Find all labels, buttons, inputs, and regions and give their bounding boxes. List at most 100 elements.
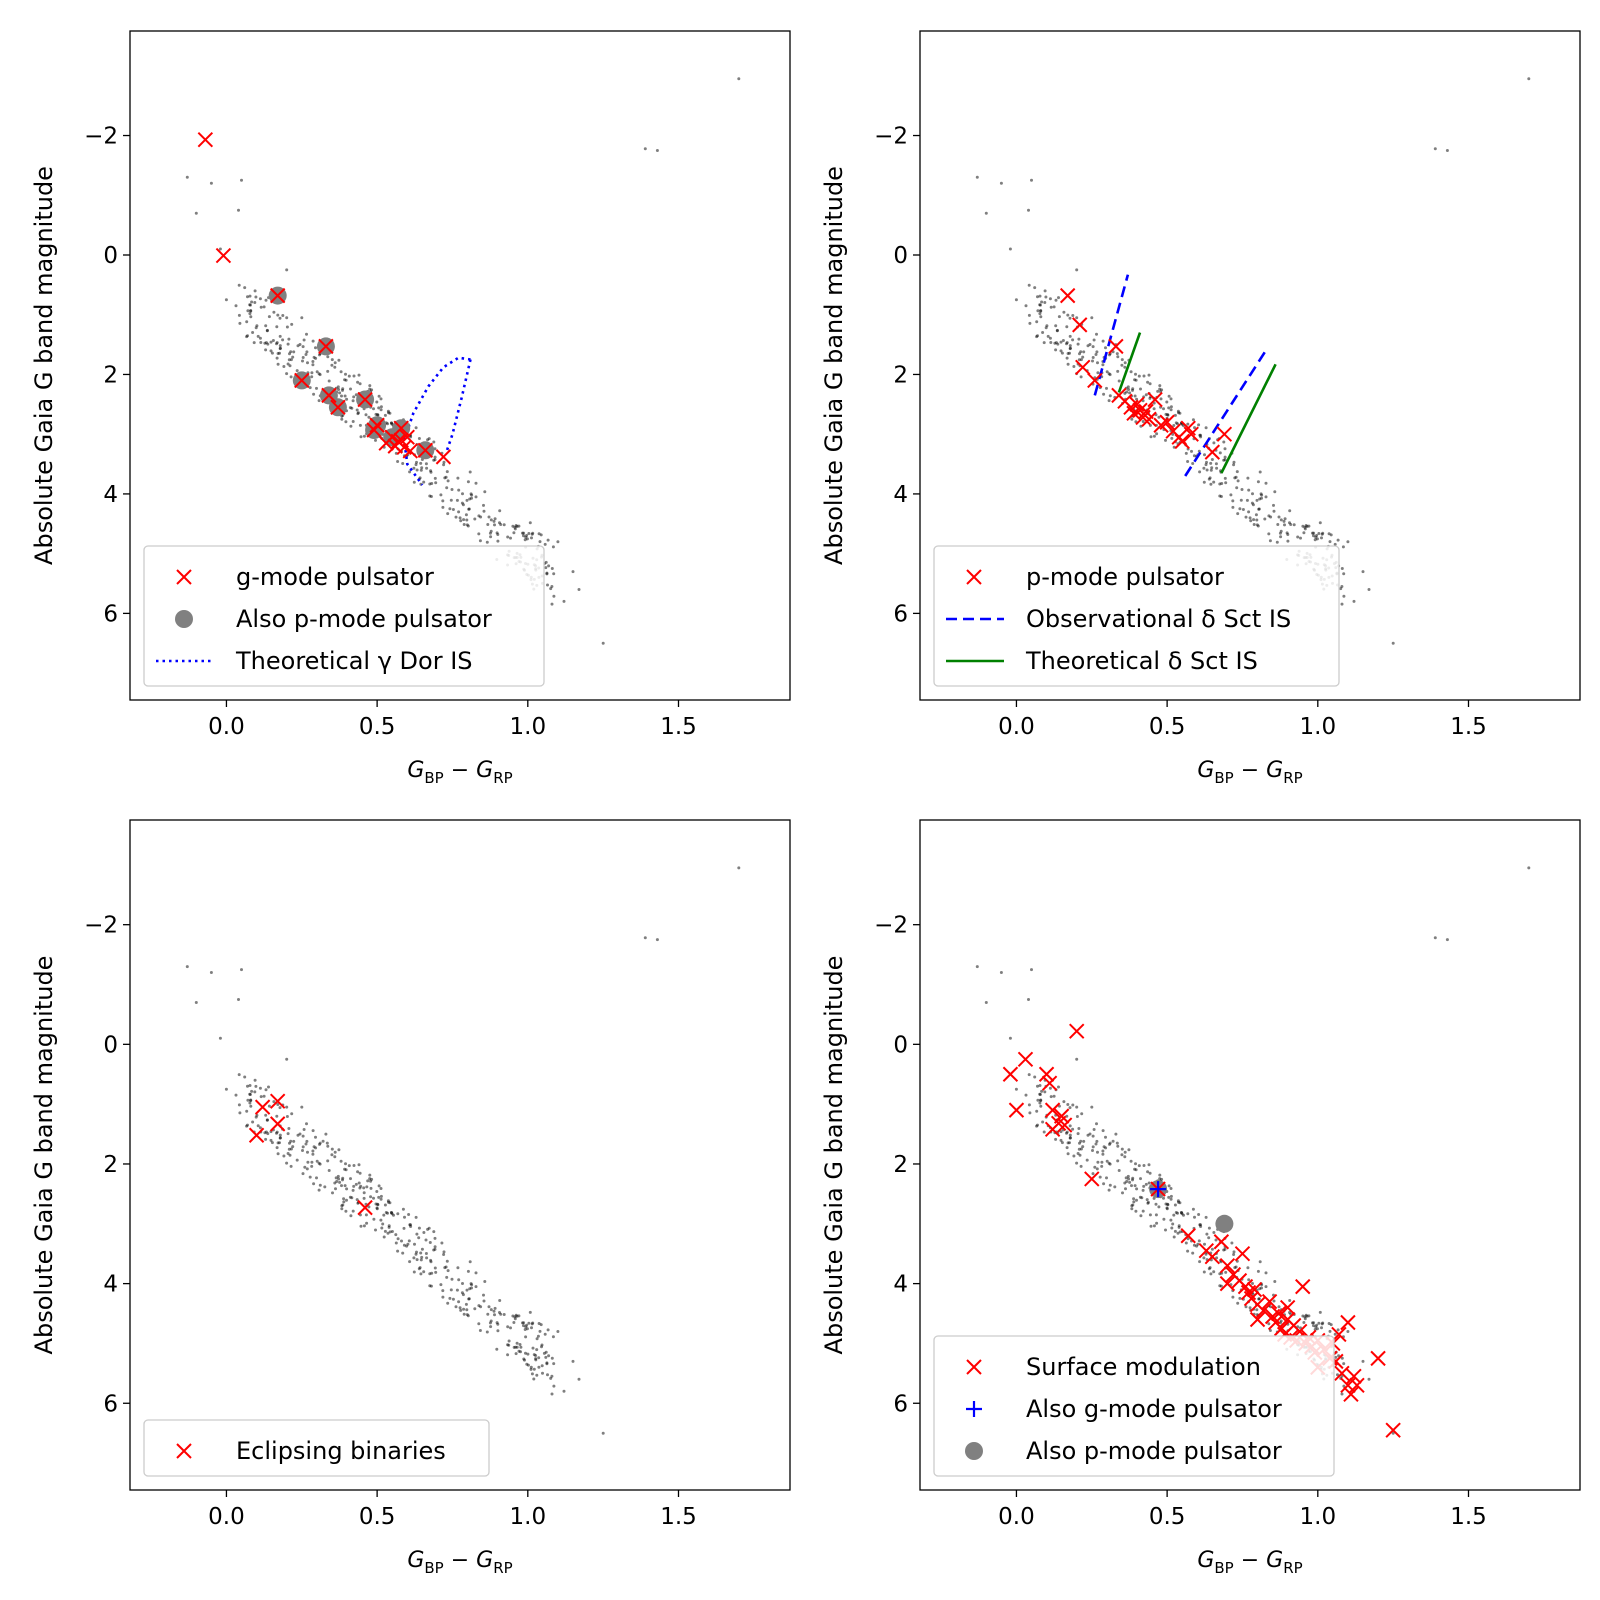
field-star-point (1256, 1269, 1260, 1273)
field-star-point (1133, 378, 1137, 382)
field-star-point (1254, 513, 1258, 517)
field-star-point (1167, 1184, 1171, 1188)
field-star-point (1062, 310, 1066, 314)
field-star-point (278, 316, 282, 320)
field-star-point (1264, 495, 1268, 499)
field-star-point (1141, 1209, 1145, 1213)
field-star-point (1101, 339, 1105, 343)
field-star-point (1038, 1093, 1042, 1096)
field-star-point (1286, 533, 1290, 536)
field-star-point (335, 1180, 339, 1183)
field-star-point (1014, 298, 1018, 302)
field-star-point (1246, 1266, 1250, 1270)
field-star-point (434, 481, 438, 485)
field-star-point (1108, 1142, 1111, 1146)
field-star-point (1275, 540, 1279, 544)
field-star-point (1318, 521, 1322, 525)
field-star-point (1145, 1198, 1149, 1202)
field-star-point (352, 1184, 356, 1188)
field-star-point (314, 346, 317, 350)
field-star-point (1091, 1145, 1095, 1149)
field-star-point (1072, 1154, 1076, 1158)
field-star-point (468, 470, 472, 474)
field-star-point (1209, 1272, 1213, 1276)
field-star-point (1078, 352, 1081, 356)
field-star-point (1198, 470, 1202, 474)
field-star-point (358, 1171, 362, 1175)
field-star-point (240, 968, 243, 972)
field-star-point (1202, 480, 1206, 484)
field-star-point (539, 533, 543, 537)
field-star-point (1169, 1197, 1173, 1201)
field-star-point (462, 518, 466, 522)
y-tick-label: 6 (103, 1391, 118, 1417)
field-star-point (1059, 349, 1063, 353)
field-star-point (396, 1212, 400, 1216)
field-star-point (478, 1329, 482, 1332)
field-star-point (256, 334, 260, 338)
field-star-point (1126, 1174, 1130, 1178)
field-star-point (1059, 1138, 1063, 1142)
x-tick-label: 1.5 (660, 1504, 697, 1530)
field-star-point (1131, 387, 1135, 391)
legend: Eclipsing binaries (143, 1419, 490, 1477)
field-star-point (1321, 1321, 1325, 1325)
field-star-point (1249, 519, 1253, 523)
field-star-point (443, 476, 447, 480)
field-star-point (1328, 540, 1332, 544)
field-star-point (1120, 358, 1124, 362)
field-star-point (514, 1352, 518, 1356)
red-x-marker (197, 132, 214, 148)
y-axis-label: Absolute Gaia G band magnitude (820, 166, 848, 565)
field-star-point (1340, 1374, 1344, 1378)
field-star-point (486, 523, 490, 526)
field-star-point (465, 1288, 469, 1292)
field-star-point (1044, 326, 1048, 330)
field-star-point (238, 321, 242, 325)
field-star-point (1246, 476, 1250, 480)
field-star-point (1043, 301, 1047, 304)
x-axis-label-part: G (407, 758, 424, 783)
field-star-point (349, 424, 353, 428)
field-star-point (546, 583, 549, 587)
field-star-point (482, 503, 485, 507)
field-star-point (1039, 1104, 1043, 1108)
field-star-point (383, 1203, 387, 1207)
field-star-point (1255, 498, 1259, 502)
field-star-point (1179, 1211, 1183, 1215)
red-x-marker (366, 422, 382, 438)
x-axis-label: GBP − GRP (407, 758, 512, 787)
field-star-point (343, 394, 347, 398)
field-star-point (266, 342, 270, 346)
field-star-point (1307, 1314, 1311, 1318)
field-star-point (1154, 1213, 1158, 1217)
field-star-point (1167, 1195, 1171, 1199)
field-star-point (1186, 422, 1190, 426)
field-star-point (1235, 470, 1239, 474)
field-star-point (1092, 1128, 1096, 1131)
field-star-point (1133, 1184, 1137, 1188)
field-star-point (289, 1164, 293, 1168)
field-star-point (1149, 1224, 1153, 1228)
field-star-point (1340, 602, 1344, 606)
field-star-point (1232, 460, 1236, 464)
red-x-marker (321, 387, 337, 404)
field-star-point (544, 566, 548, 570)
field-star-point (402, 1226, 406, 1230)
field-star-point (529, 1367, 533, 1371)
field-star-point (379, 1194, 383, 1198)
field-star-point (470, 1283, 474, 1287)
field-star-point (552, 572, 556, 576)
x-axis-label-part: RP (1283, 1559, 1302, 1577)
field-star-point (1342, 572, 1346, 576)
field-star-point (419, 1251, 423, 1255)
field-star-point (269, 1138, 273, 1142)
field-star-point (278, 1141, 281, 1145)
field-star-point (351, 420, 355, 423)
field-star-point (1158, 387, 1162, 391)
field-star-point (305, 1122, 308, 1126)
field-star-point (1210, 1247, 1214, 1251)
field-star-point (1433, 936, 1437, 940)
field-star-point (454, 1305, 458, 1309)
field-star-point (250, 1089, 254, 1093)
